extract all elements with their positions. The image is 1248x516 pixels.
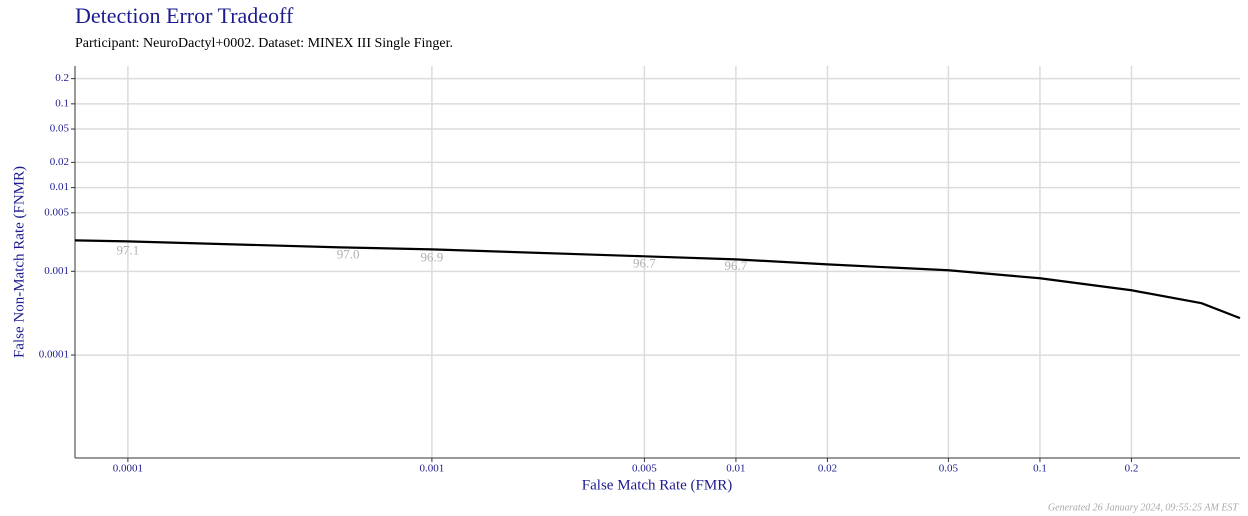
threshold-label: 97.1 [117,242,140,257]
threshold-label: 96.7 [725,258,748,273]
y-tick-label: 0.001 [44,265,69,277]
threshold-label: 96.7 [633,255,656,270]
x-tick-label: 0.02 [818,463,837,475]
x-tick-label: 0.001 [420,463,445,475]
chart-subtitle: Participant: NeuroDactyl+0002. Dataset: … [75,36,453,51]
y-tick-label: 0.0001 [39,349,69,361]
y-tick-label: 0.02 [50,156,69,168]
y-axis-label: False Non-Match Rate (FNMR) [11,166,27,358]
y-tick-label: 0.2 [55,72,69,84]
x-tick-label: 0.005 [632,463,657,475]
x-tick-label: 0.2 [1125,463,1139,475]
y-tick-label: 0.005 [44,206,69,218]
chart-title: Detection Error Tradeoff [75,3,294,28]
x-tick-label: 0.01 [726,463,745,475]
plot-area [75,66,1240,458]
y-tick-label: 0.01 [50,181,69,193]
x-tick-label: 0.05 [939,463,959,475]
footer: Generated 26 January 2024, 09:55:25 AM E… [1048,502,1240,513]
det-curve [74,239,1241,320]
y-tick-label: 0.1 [55,97,69,109]
x-axis-label: False Match Rate (FMR) [582,477,732,493]
x-tick-label: 0.0001 [113,463,143,475]
y-tick-label: 0.05 [50,123,70,135]
threshold-label: 96.9 [421,249,444,264]
x-tick-label: 0.1 [1033,463,1047,475]
threshold-label: 97.0 [337,246,360,261]
